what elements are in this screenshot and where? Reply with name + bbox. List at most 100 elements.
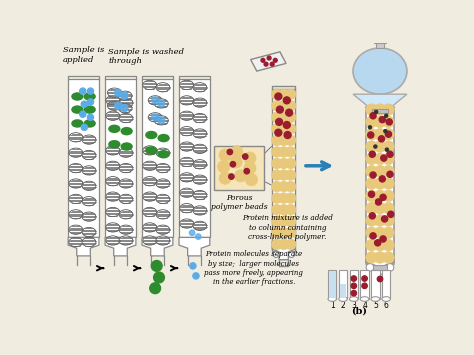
Bar	[214, 146, 264, 190]
Circle shape	[219, 149, 231, 161]
Ellipse shape	[106, 161, 120, 170]
Ellipse shape	[82, 197, 96, 206]
Circle shape	[80, 111, 86, 117]
Circle shape	[272, 181, 282, 192]
Circle shape	[81, 124, 87, 130]
Ellipse shape	[71, 92, 83, 101]
Ellipse shape	[193, 114, 207, 123]
Ellipse shape	[193, 160, 207, 169]
Circle shape	[366, 178, 377, 189]
Bar	[373, 265, 387, 270]
Bar	[68, 79, 99, 237]
Bar	[366, 106, 394, 264]
Circle shape	[374, 129, 386, 140]
Circle shape	[385, 131, 392, 137]
Circle shape	[278, 239, 289, 250]
Circle shape	[383, 141, 394, 152]
Polygon shape	[251, 52, 286, 71]
Ellipse shape	[82, 228, 96, 237]
Circle shape	[374, 239, 386, 251]
Bar	[360, 270, 369, 299]
Circle shape	[272, 147, 282, 157]
Ellipse shape	[156, 194, 170, 203]
Circle shape	[219, 172, 231, 184]
Circle shape	[362, 283, 367, 289]
Ellipse shape	[108, 88, 121, 97]
Ellipse shape	[82, 135, 96, 144]
Ellipse shape	[82, 212, 96, 221]
Bar	[105, 79, 136, 237]
Ellipse shape	[119, 114, 133, 123]
Ellipse shape	[180, 111, 194, 120]
Circle shape	[152, 97, 159, 104]
Circle shape	[369, 213, 375, 219]
Circle shape	[272, 204, 282, 215]
Ellipse shape	[69, 148, 83, 157]
Ellipse shape	[353, 48, 407, 94]
Circle shape	[374, 116, 386, 128]
Circle shape	[374, 215, 386, 226]
Ellipse shape	[193, 98, 207, 107]
Ellipse shape	[119, 194, 133, 203]
Ellipse shape	[106, 146, 120, 155]
Ellipse shape	[143, 207, 157, 217]
Circle shape	[87, 88, 93, 94]
Circle shape	[87, 114, 93, 120]
Circle shape	[384, 114, 388, 117]
Ellipse shape	[69, 133, 83, 142]
Ellipse shape	[349, 297, 358, 301]
Circle shape	[366, 165, 377, 177]
Ellipse shape	[69, 164, 83, 173]
Circle shape	[190, 230, 195, 235]
Bar	[371, 270, 380, 299]
Circle shape	[374, 227, 386, 239]
Circle shape	[383, 215, 394, 226]
Circle shape	[121, 92, 128, 99]
Circle shape	[366, 129, 377, 140]
Ellipse shape	[156, 225, 170, 234]
Bar	[339, 284, 346, 298]
Circle shape	[196, 234, 201, 239]
Circle shape	[285, 124, 296, 134]
Circle shape	[152, 114, 159, 121]
Bar	[382, 270, 391, 299]
Circle shape	[278, 100, 289, 111]
Circle shape	[374, 153, 386, 165]
Circle shape	[270, 62, 274, 66]
Ellipse shape	[119, 148, 133, 157]
Circle shape	[261, 58, 265, 62]
Circle shape	[383, 190, 394, 202]
Circle shape	[374, 110, 378, 114]
Ellipse shape	[382, 297, 391, 301]
Circle shape	[368, 191, 374, 197]
Circle shape	[284, 132, 291, 138]
Ellipse shape	[156, 236, 170, 245]
Circle shape	[380, 194, 386, 201]
Ellipse shape	[180, 96, 194, 105]
Circle shape	[366, 252, 377, 263]
Circle shape	[190, 263, 196, 269]
Polygon shape	[353, 94, 407, 111]
Circle shape	[285, 216, 296, 226]
Ellipse shape	[120, 127, 133, 135]
Circle shape	[278, 112, 289, 123]
Circle shape	[366, 104, 377, 115]
Circle shape	[285, 158, 296, 169]
Circle shape	[374, 145, 377, 148]
Circle shape	[278, 204, 289, 215]
Circle shape	[387, 151, 393, 157]
Circle shape	[115, 89, 122, 96]
Circle shape	[383, 178, 394, 189]
Text: Protein molecules separate
by size;  larger molecules
pass more freely, appearin: Protein molecules separate by size; larg…	[204, 251, 303, 286]
Circle shape	[278, 193, 289, 203]
Circle shape	[231, 146, 243, 158]
Circle shape	[374, 141, 386, 152]
Ellipse shape	[360, 297, 369, 301]
Ellipse shape	[143, 192, 157, 201]
Circle shape	[285, 89, 296, 100]
Circle shape	[272, 239, 282, 250]
Ellipse shape	[120, 142, 133, 151]
Circle shape	[272, 89, 282, 100]
Circle shape	[278, 135, 289, 146]
Circle shape	[158, 100, 165, 107]
